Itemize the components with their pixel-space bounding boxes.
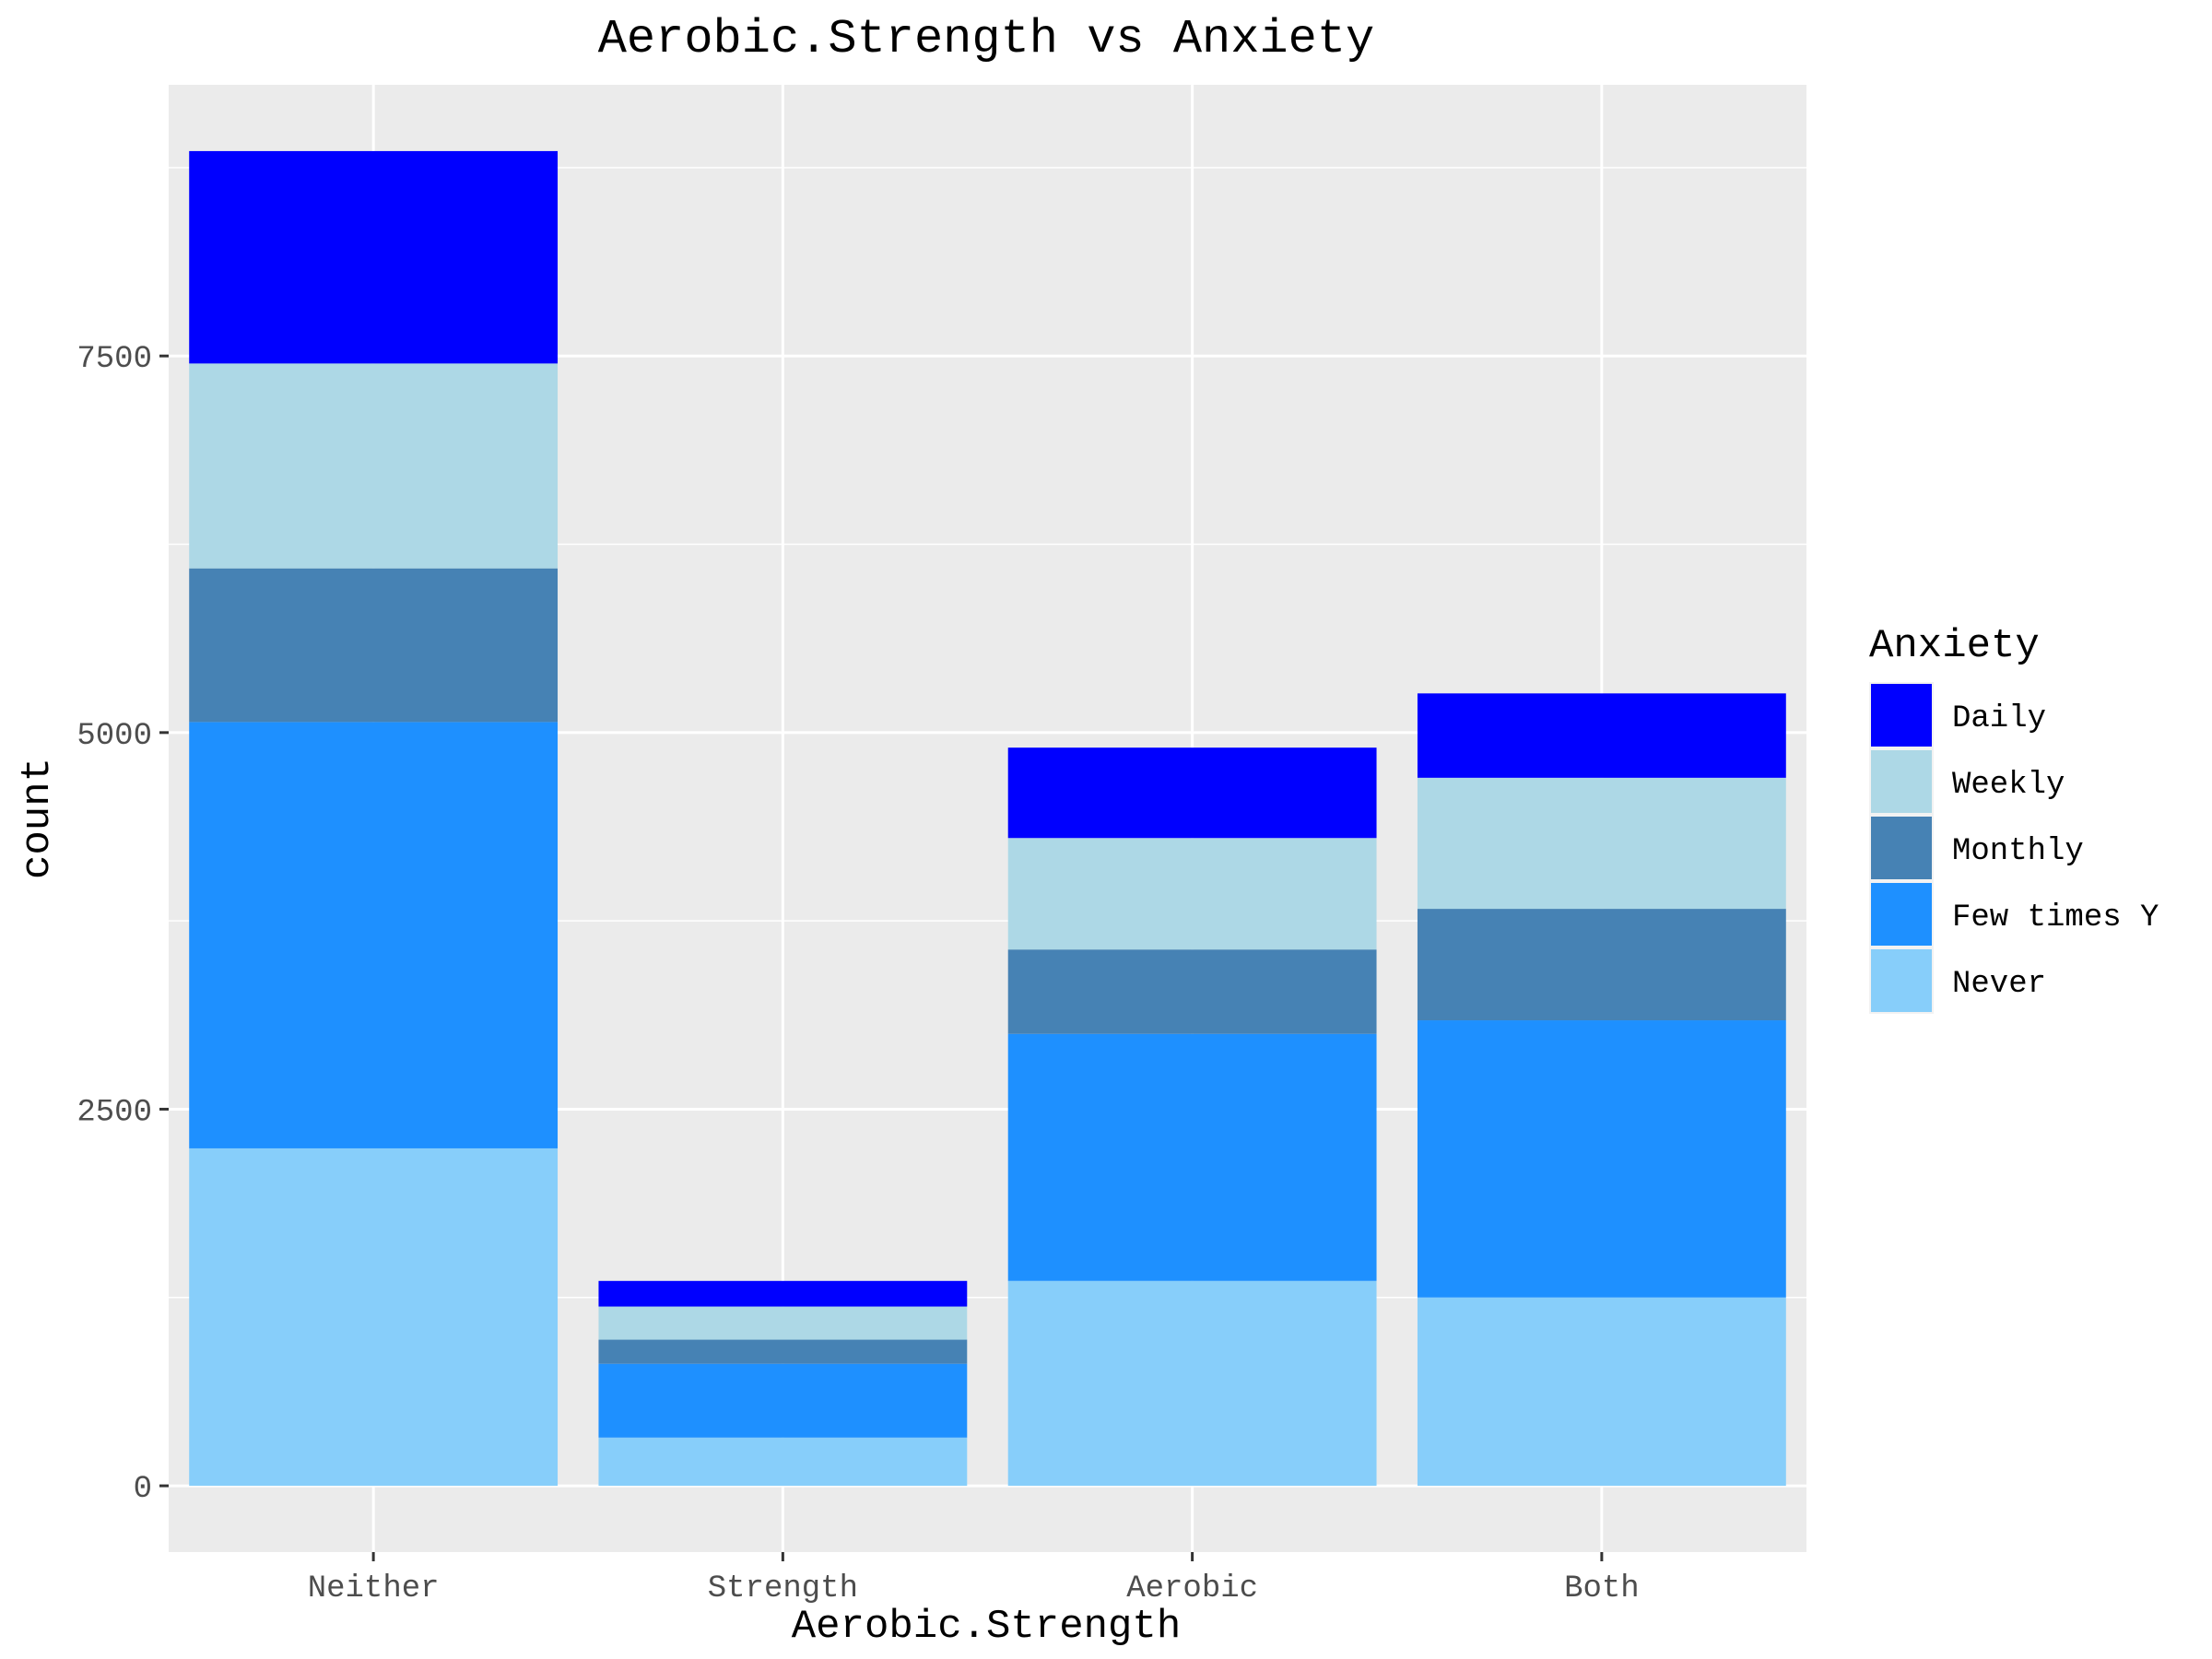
bar-segment-aerobic-daily [1007,747,1377,839]
bar-segment-strength-weekly [598,1306,968,1340]
x-tick-label: Strength [708,1571,858,1606]
y-axis: 0 2500 5000 7500 [76,342,169,1507]
x-tick-label: Aerobic [1126,1571,1258,1606]
bar-segment-aerobic-weekly [1007,838,1377,950]
y-tick-label: 5000 [76,719,152,754]
x-axis-title: Aerobic.Strength [792,1604,1181,1650]
bar-segment-neither-never [189,1147,559,1487]
bar-segment-neither-monthly [189,568,559,723]
bar-segment-neither-few-times-y [189,722,559,1148]
y-tick-label: 7500 [76,342,152,377]
x-axis: Neither Strength Aerobic Both [308,1552,1640,1606]
bar-segment-strength-monthly [598,1339,968,1364]
bar-segment-both-daily [1417,693,1786,778]
legend-label: Monthly [1952,834,2084,869]
legend-swatch [1871,883,1932,946]
bar-segment-both-monthly [1417,909,1786,1021]
bar-segment-aerobic-never [1007,1280,1377,1487]
x-tick-label: Both [1564,1571,1640,1606]
legend-label: Weekly [1952,768,2065,803]
chart-title: Aerobic.Strength vs Anxiety [598,12,1375,66]
bar-segment-neither-daily [189,150,559,364]
legend-label: Never [1952,967,2046,1002]
y-tick-label: 0 [134,1472,152,1507]
bar-segment-both-weekly [1417,777,1786,910]
bar-segment-neither-weekly [189,363,559,569]
legend-swatch [1871,684,1932,747]
bars [189,150,1786,1487]
x-tick-label: Neither [308,1571,440,1606]
legend-swatch [1871,817,1932,879]
bar-segment-both-few-times-y [1417,1020,1786,1298]
legend-label: Daily [1952,701,2046,736]
legend-title: Anxiety [1869,623,2040,669]
bar-segment-both-never [1417,1297,1786,1487]
bar-segment-strength-never [598,1437,968,1487]
bar-segment-strength-few-times-y [598,1363,968,1438]
bar-segment-strength-daily [598,1280,968,1307]
legend: Anxiety Daily Weekly Monthly Few times Y Nev… [1869,623,2159,1014]
y-axis-title: count [15,758,61,879]
legend-swatch [1871,750,1932,813]
legend-swatch [1871,949,1932,1012]
bar-segment-aerobic-monthly [1007,949,1377,1034]
bar-segment-aerobic-few-times-y [1007,1033,1377,1281]
legend-label: Few times Y [1952,900,2159,935]
y-tick-label: 2500 [76,1095,152,1130]
